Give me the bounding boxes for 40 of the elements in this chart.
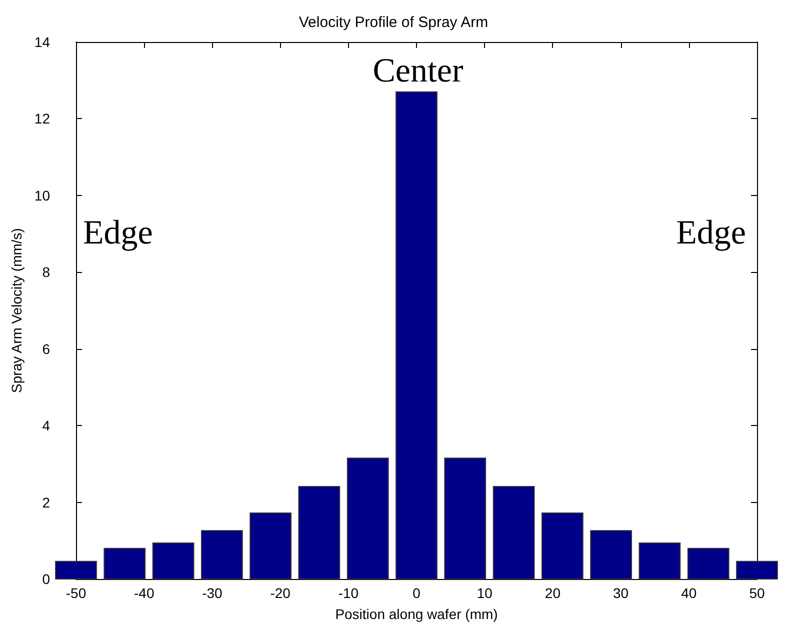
y-tick-label: 8	[42, 264, 50, 280]
y-tick-label: 4	[42, 418, 50, 434]
x-tick-label: 50	[749, 585, 765, 601]
y-tick-label: 12	[34, 110, 50, 127]
bar	[687, 548, 730, 580]
annotation: Edge	[83, 214, 153, 252]
bar	[492, 486, 535, 580]
annotation: Center	[372, 52, 464, 90]
y-tick-label: 14	[34, 34, 50, 50]
bar	[298, 486, 340, 580]
y-tick-label: 2	[42, 494, 50, 510]
x-tick-label: -50	[66, 585, 86, 601]
bar	[201, 530, 243, 580]
x-tick-label: 0	[412, 585, 421, 601]
x-tick-label: -40	[134, 585, 154, 601]
x-tick-label: -30	[202, 585, 223, 601]
y-axis-title: Spray Arm Velocity (mm/s)	[8, 228, 25, 393]
chart-title: Velocity Profile of Spray Arm	[298, 14, 488, 31]
bar	[396, 91, 438, 580]
bar	[542, 512, 584, 580]
x-tick-label: -10	[338, 585, 359, 601]
x-tick-label: -20	[270, 585, 291, 601]
bar	[444, 458, 486, 580]
bar	[590, 530, 632, 580]
y-tick-label: 6	[42, 340, 50, 357]
x-tick-label: 40	[681, 585, 697, 601]
y-tick-label: 10	[34, 187, 50, 204]
y-tick-label: 0	[42, 571, 50, 587]
bar	[152, 542, 194, 580]
x-tick-label: 30	[613, 585, 629, 601]
bar	[346, 458, 389, 580]
annotation: Edge	[676, 214, 746, 252]
x-axis-title: Position along wafer (mm)	[335, 606, 498, 622]
x-tick-label: 10	[476, 585, 493, 601]
bar	[638, 542, 681, 580]
x-tick-label: 20	[544, 585, 561, 601]
bar	[104, 548, 146, 580]
bar	[55, 560, 97, 580]
bar	[250, 512, 292, 580]
bar	[736, 560, 778, 580]
